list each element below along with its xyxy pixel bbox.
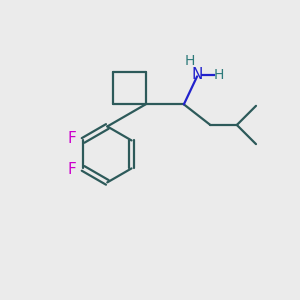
- Text: N: N: [191, 68, 203, 82]
- Text: H: H: [214, 68, 224, 82]
- Text: F: F: [68, 162, 76, 177]
- Text: F: F: [68, 131, 76, 146]
- Text: H: H: [184, 54, 195, 68]
